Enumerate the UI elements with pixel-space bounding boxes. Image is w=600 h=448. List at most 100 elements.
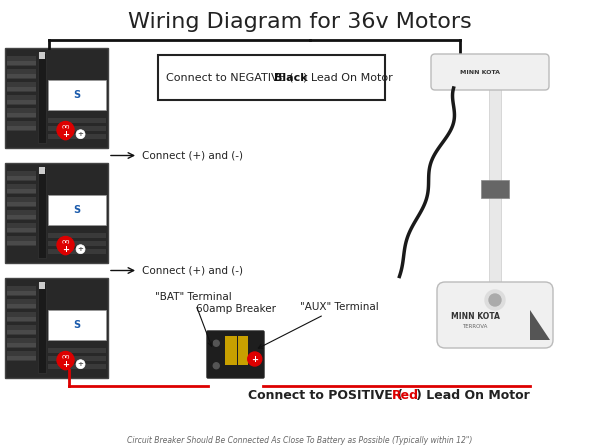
- Circle shape: [57, 352, 74, 369]
- Bar: [39, 52, 46, 59]
- Bar: [7, 338, 36, 348]
- Bar: [7, 304, 36, 308]
- Text: +: +: [77, 131, 83, 137]
- Bar: [7, 56, 36, 66]
- Bar: [7, 69, 36, 79]
- Text: S: S: [74, 205, 80, 215]
- Bar: [7, 215, 36, 219]
- Bar: [7, 210, 36, 220]
- Bar: [7, 223, 36, 233]
- Polygon shape: [530, 310, 550, 340]
- Text: Black: Black: [274, 73, 308, 82]
- FancyBboxPatch shape: [5, 48, 108, 148]
- Circle shape: [60, 244, 71, 255]
- Bar: [7, 184, 36, 194]
- FancyBboxPatch shape: [5, 278, 108, 378]
- Circle shape: [489, 294, 501, 306]
- Bar: [7, 82, 36, 92]
- Text: Wiring Diagram for 36v Motors: Wiring Diagram for 36v Motors: [128, 12, 472, 32]
- Bar: [158, 55, 385, 100]
- Bar: [7, 356, 36, 360]
- Bar: [7, 113, 36, 117]
- Bar: [48, 134, 106, 139]
- Bar: [48, 364, 106, 369]
- Bar: [7, 61, 36, 65]
- Text: +: +: [62, 130, 69, 139]
- Text: Connect to NEGATIVE (: Connect to NEGATIVE (: [166, 73, 293, 82]
- Bar: [48, 118, 106, 123]
- Bar: [489, 80, 501, 300]
- Text: Connect (+) and (-): Connect (+) and (-): [142, 151, 243, 160]
- Bar: [48, 80, 106, 110]
- Bar: [48, 233, 106, 238]
- FancyBboxPatch shape: [5, 163, 108, 263]
- Circle shape: [485, 290, 505, 310]
- Text: Connect to POSITIVE (: Connect to POSITIVE (: [248, 388, 403, 401]
- Text: +: +: [62, 245, 69, 254]
- Text: Red: Red: [392, 388, 419, 401]
- Circle shape: [76, 360, 85, 369]
- FancyBboxPatch shape: [207, 331, 264, 378]
- Bar: [7, 236, 36, 246]
- Bar: [7, 343, 36, 347]
- Bar: [7, 299, 36, 309]
- Bar: [7, 87, 36, 91]
- Bar: [7, 95, 36, 105]
- Bar: [48, 195, 106, 225]
- Bar: [7, 202, 36, 206]
- Bar: [7, 108, 36, 118]
- Bar: [7, 291, 36, 295]
- Bar: [481, 180, 509, 198]
- Bar: [7, 325, 36, 335]
- Text: Circuit Breaker Should Be Connected As Close To Battery as Possible (Typically w: Circuit Breaker Should Be Connected As C…: [127, 435, 473, 444]
- Bar: [7, 74, 36, 78]
- Bar: [224, 336, 236, 365]
- Circle shape: [57, 121, 74, 138]
- Text: ) Lead On Motor: ) Lead On Motor: [416, 388, 530, 401]
- Bar: [7, 126, 36, 130]
- Bar: [48, 310, 106, 340]
- Bar: [7, 286, 36, 296]
- Bar: [48, 249, 106, 254]
- Text: +: +: [77, 246, 83, 252]
- Text: "BAT" Terminal: "BAT" Terminal: [155, 292, 232, 346]
- Bar: [7, 189, 36, 193]
- Circle shape: [60, 359, 71, 370]
- Bar: [7, 171, 36, 181]
- Text: "AUX" Terminal: "AUX" Terminal: [259, 302, 379, 348]
- Circle shape: [213, 363, 219, 369]
- Bar: [7, 312, 36, 322]
- Circle shape: [213, 340, 219, 346]
- Circle shape: [76, 245, 85, 254]
- Bar: [7, 330, 36, 334]
- Circle shape: [248, 352, 262, 366]
- Bar: [7, 241, 36, 245]
- Circle shape: [76, 130, 85, 139]
- FancyBboxPatch shape: [437, 282, 553, 348]
- Bar: [7, 228, 36, 232]
- Text: +: +: [62, 360, 69, 369]
- Text: MINN KOTA: MINN KOTA: [451, 311, 499, 320]
- Bar: [39, 282, 46, 289]
- Bar: [48, 241, 106, 246]
- Text: oo: oo: [61, 124, 70, 130]
- Bar: [7, 317, 36, 321]
- Circle shape: [57, 237, 74, 254]
- Text: ) Lead On Motor: ) Lead On Motor: [303, 73, 393, 82]
- Bar: [38, 53, 46, 143]
- Text: oo: oo: [61, 354, 70, 360]
- Text: 60amp Breaker: 60amp Breaker: [196, 304, 275, 314]
- Bar: [238, 336, 248, 365]
- Bar: [7, 121, 36, 131]
- Text: oo: oo: [61, 239, 70, 245]
- Text: MINN KOTA: MINN KOTA: [460, 69, 500, 74]
- Text: +: +: [77, 361, 83, 367]
- Bar: [48, 126, 106, 131]
- Text: S: S: [74, 90, 80, 100]
- Bar: [7, 176, 36, 180]
- Bar: [7, 351, 36, 361]
- Bar: [48, 356, 106, 361]
- Bar: [7, 100, 36, 104]
- Bar: [7, 197, 36, 207]
- Text: S: S: [74, 320, 80, 330]
